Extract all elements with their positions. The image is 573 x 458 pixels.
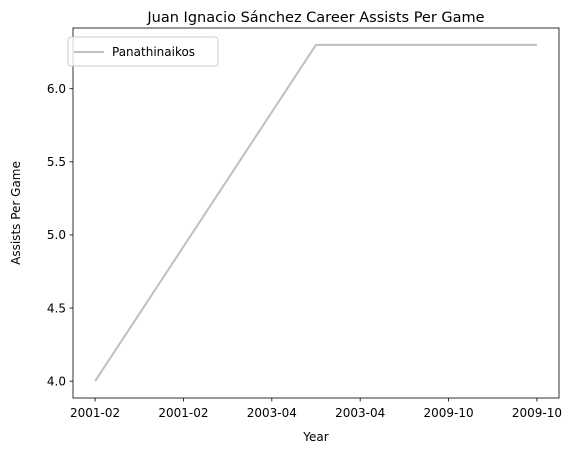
- series-layer: [94, 43, 537, 382]
- y-axis-ticks: 4.0 4.5 5.0 5.5 6.0: [47, 82, 73, 388]
- x-tick-label: 2003-04: [247, 406, 297, 420]
- y-tick-label: 5.5: [47, 155, 66, 169]
- plot-area: [73, 28, 559, 398]
- plot-frame: [72, 27, 560, 399]
- x-axis-label: Year: [302, 430, 328, 444]
- x-tick-label: 2009-10: [512, 406, 562, 420]
- y-tick-label: 5.0: [47, 228, 66, 242]
- legend-box: [67, 36, 219, 67]
- y-tick-label: 4.0: [47, 374, 66, 388]
- chart-title: Juan Ignacio Sánchez Career Assists Per …: [146, 10, 484, 26]
- y-axis-label: Assists Per Game: [9, 161, 23, 265]
- y-tick-label: 4.5: [47, 301, 66, 315]
- x-tick-label: 2001-02: [70, 406, 120, 420]
- series-line-panathinaikos: [94, 43, 537, 382]
- x-tick-label: 2003-04: [335, 406, 385, 420]
- legend-label-panathinaikos: Panathinaikos: [112, 45, 195, 59]
- y-tick-label: 6.0: [47, 82, 66, 96]
- legend: Panathinaikos: [67, 36, 219, 67]
- x-tick-label: 2009-10: [423, 406, 473, 420]
- x-tick-label: 2001-02: [158, 406, 208, 420]
- x-axis-ticks: 2001-02 2001-02 2003-04 2003-04 2009-10 2009-…: [70, 398, 562, 420]
